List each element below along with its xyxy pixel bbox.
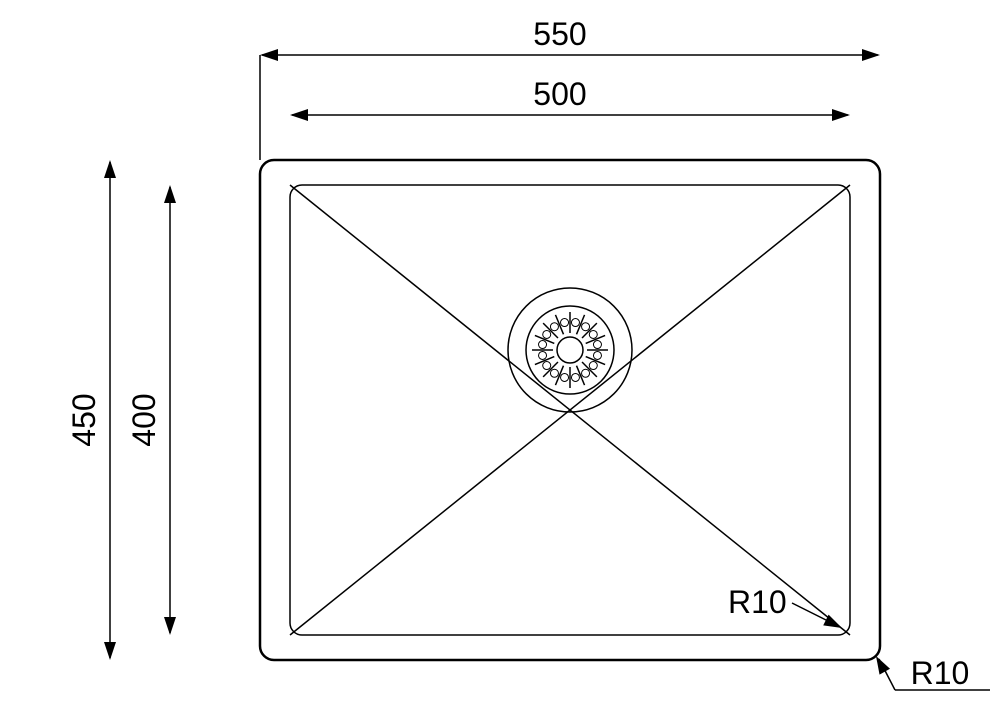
- radius-outer-label: R10: [911, 655, 970, 691]
- left-inner-label: 400: [126, 393, 162, 446]
- drain-hub: [557, 337, 583, 363]
- top-inner-label: 500: [533, 76, 586, 112]
- radius-inner-label: R10: [728, 584, 787, 620]
- technical-drawing: 550 500 450 400 R10 R10: [0, 0, 1000, 727]
- left-outer-label: 450: [66, 393, 102, 446]
- top-outer-label: 550: [533, 16, 586, 52]
